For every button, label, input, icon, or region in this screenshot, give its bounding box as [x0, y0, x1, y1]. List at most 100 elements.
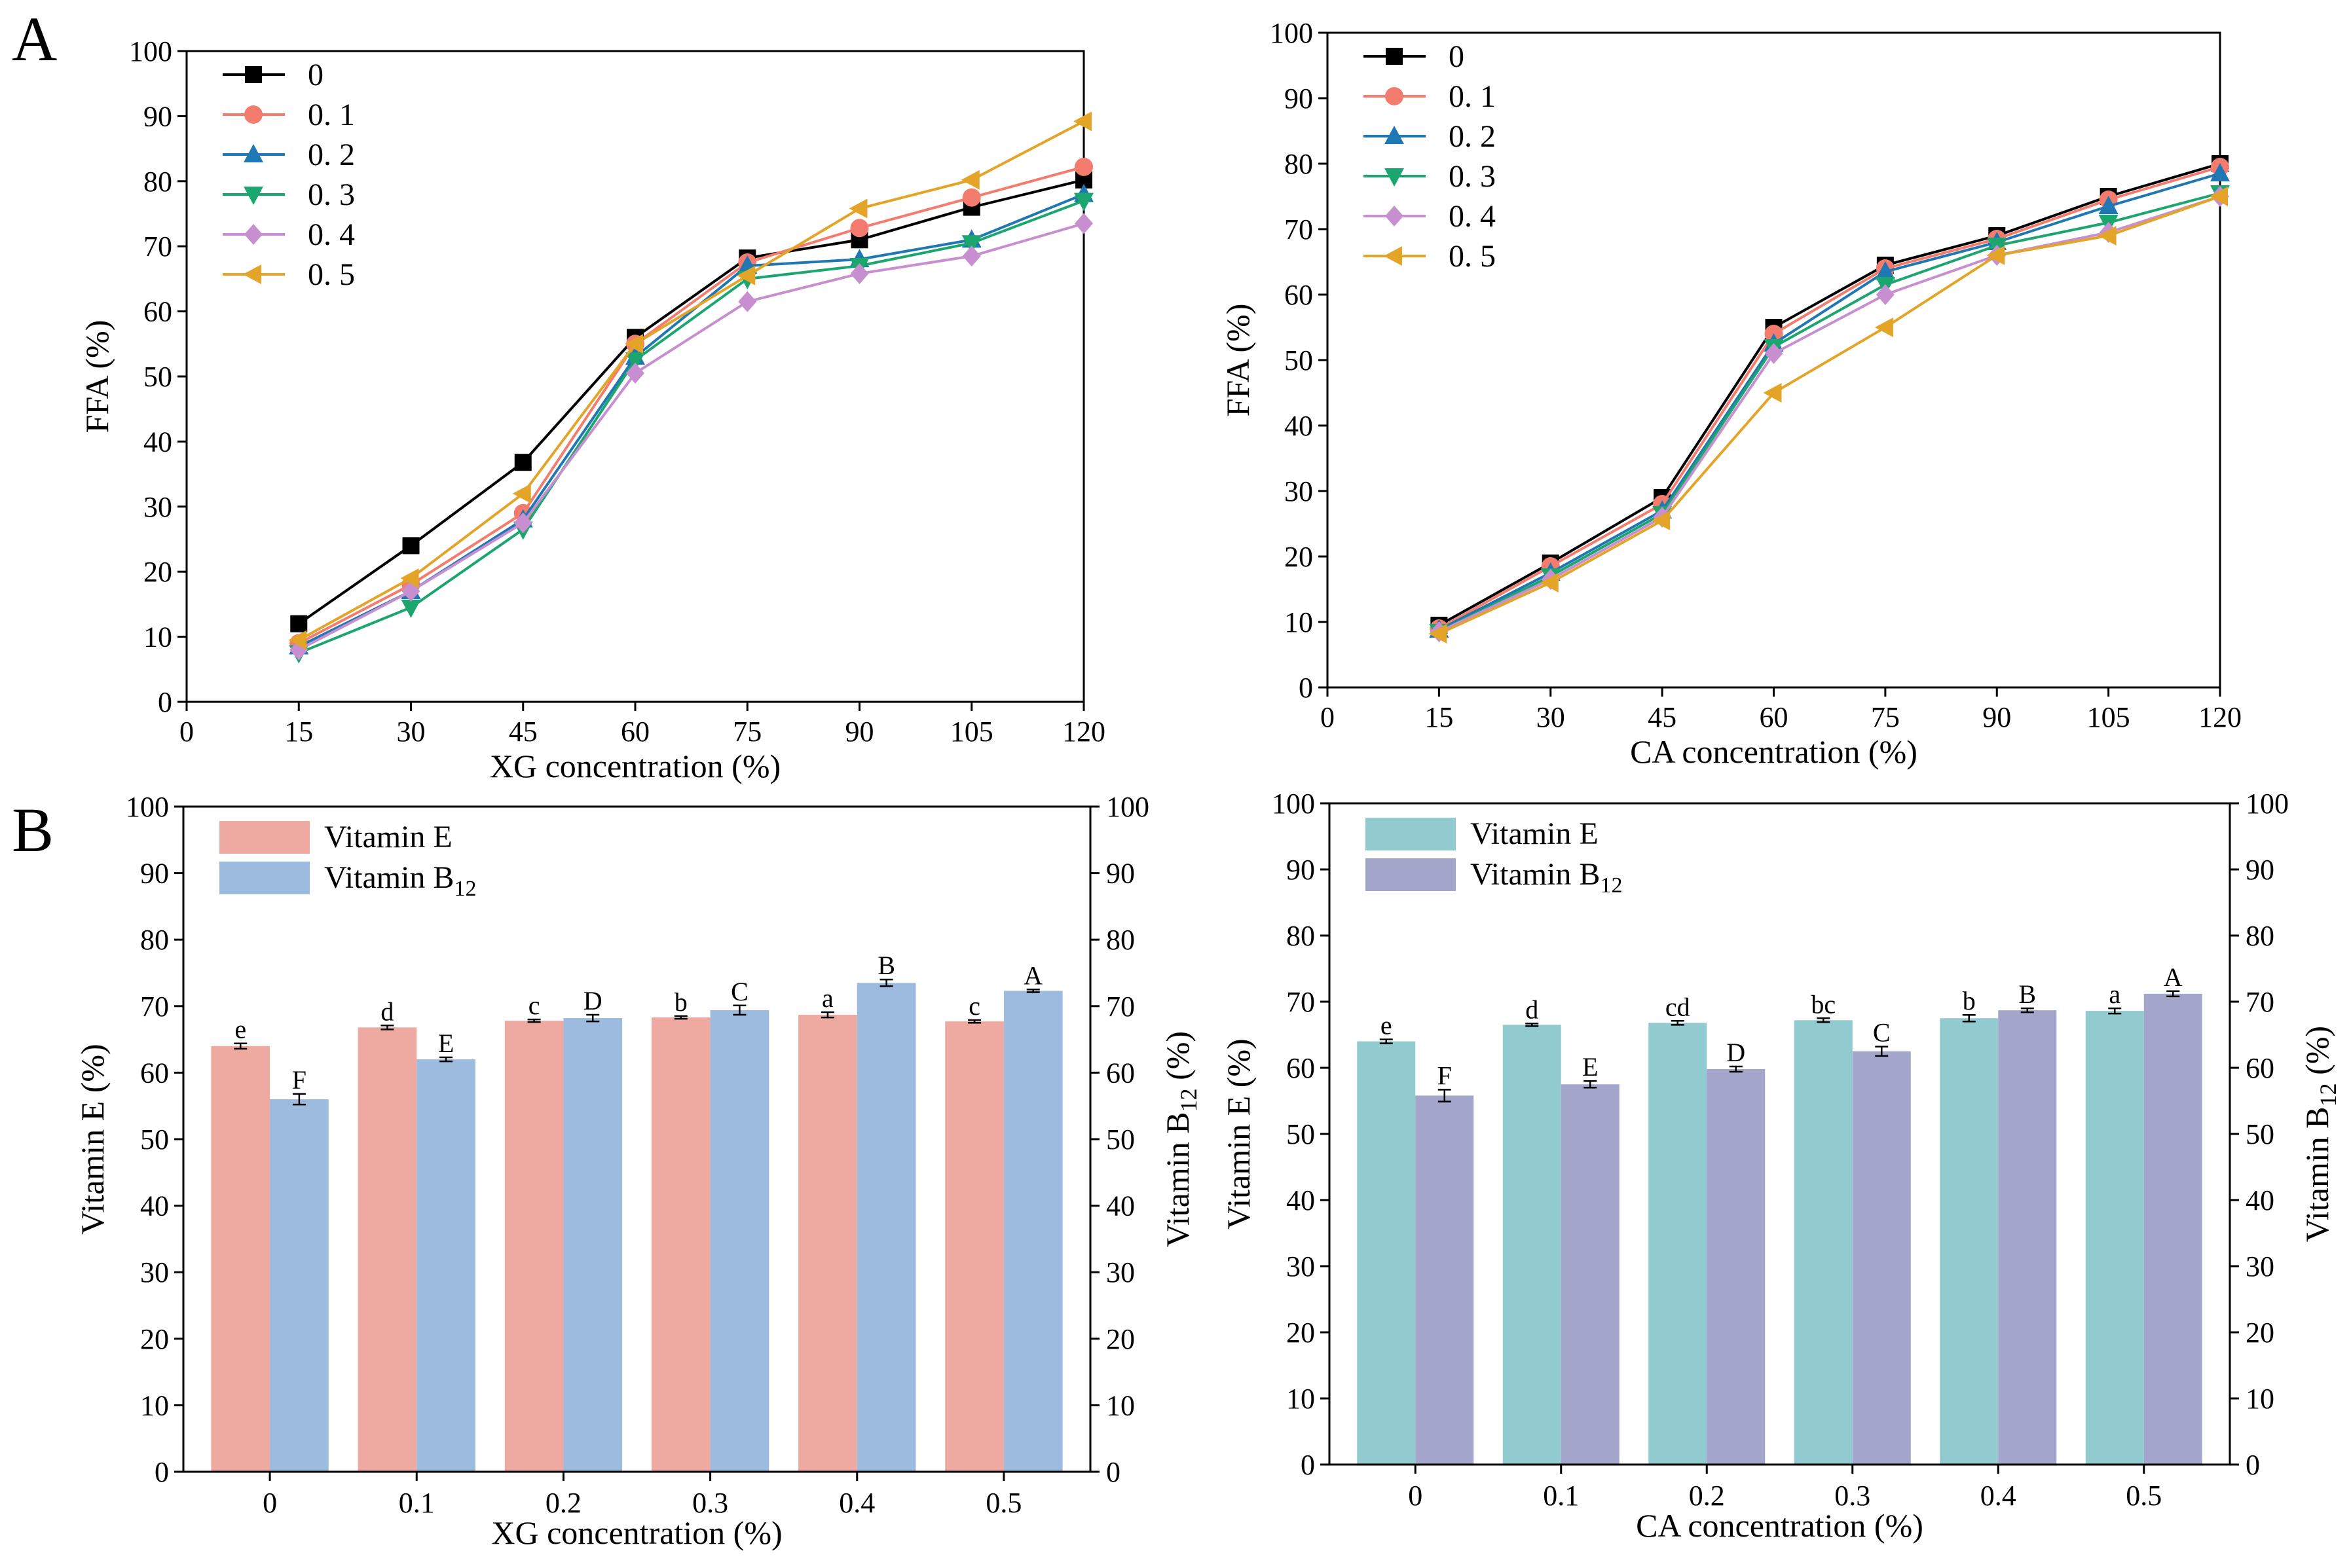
data-point: [1763, 383, 1782, 403]
series-line: [1438, 195, 2221, 633]
legend-label-base: Vitamin B: [324, 860, 454, 895]
data-point: [2098, 226, 2117, 246]
data-point: [402, 537, 420, 555]
data-point: [1986, 246, 2005, 265]
line-chart-ca-ffa: 0 10 20 30 40 50 60 70 80 90 100 0 15 30 45 60 75 90 105 12…: [1219, 17, 2242, 770]
y-tick-label-right: 50: [2246, 1118, 2274, 1150]
x-tick-label: 0.5: [2126, 1480, 2162, 1512]
y-tick-label: 30: [1284, 475, 1313, 507]
panel-label-a: A: [12, 4, 57, 74]
legend-label: 0. 5: [308, 257, 355, 292]
bar: [1561, 1084, 1620, 1465]
y-tick-label-right: 90: [2246, 854, 2274, 886]
bar: [1003, 991, 1063, 1472]
y-axis-title-right-tail: (%): [2299, 1026, 2335, 1083]
data-point: [1075, 157, 1093, 176]
data-point: [1652, 511, 1671, 530]
x-tick-label: 0: [1320, 701, 1335, 733]
y-tick-label-left: 10: [140, 1389, 169, 1421]
significance-letter: b: [1963, 986, 1976, 1015]
significance-letter: C: [1873, 1018, 1891, 1048]
y-tick-label: 30: [143, 491, 172, 523]
data-point: [1874, 318, 1893, 337]
legend-marker: [244, 187, 263, 205]
y-axis-title-right-sub: 12: [1176, 1088, 1202, 1112]
data-point: [1764, 343, 1783, 364]
bar: [1502, 1025, 1561, 1465]
series-line: [1438, 195, 2221, 635]
x-tick-label: 0.5: [986, 1487, 1022, 1519]
y-tick-label-right: 30: [2246, 1250, 2274, 1283]
y-axis-title-right-base: Vitamin B: [1159, 1112, 1196, 1247]
x-tick-label: 120: [1062, 716, 1105, 748]
y-tick-label-right: 100: [2246, 788, 2289, 820]
legend-marker: [1384, 126, 1404, 144]
x-tick-label: 120: [2198, 701, 2242, 733]
legend-marker: [244, 144, 263, 162]
data-point: [288, 630, 307, 650]
y-tick-label-right: 80: [2246, 920, 2274, 952]
x-tick-label: 0.2: [1689, 1480, 1725, 1512]
significance-letter: bc: [1811, 989, 1836, 1019]
y-tick-label-left: 0: [1301, 1449, 1315, 1481]
legend-swatch: [219, 862, 310, 894]
y-tick-label: 50: [143, 361, 172, 393]
series-line: [1438, 172, 2221, 631]
significance-letter: A: [2164, 962, 2183, 992]
x-tick-label: 0.1: [399, 1487, 435, 1519]
significance-letter: c: [969, 991, 980, 1021]
y-axis-title: FFA (%): [79, 320, 115, 433]
legend-label: 0. 1: [308, 98, 355, 132]
y-tick-label-right: 20: [2246, 1317, 2274, 1349]
bar: [857, 983, 916, 1472]
x-tick-label: 0.2: [546, 1487, 582, 1519]
data-point: [962, 188, 981, 207]
legend-label: 0. 2: [1449, 119, 1496, 154]
data-point: [1875, 261, 1895, 280]
y-tick-label-right: 0: [1106, 1456, 1120, 1488]
y-tick-label: 90: [1284, 82, 1313, 115]
x-tick-label: 0.3: [1834, 1480, 1870, 1512]
panel-label-b: B: [12, 795, 54, 865]
bar: [563, 1018, 623, 1472]
x-tick-label: 60: [1760, 701, 1788, 733]
significance-letter: B: [2018, 979, 2036, 1009]
legend-marker: [1384, 246, 1402, 266]
y-tick-label-right: 40: [1106, 1190, 1135, 1222]
legend-marker: [243, 264, 261, 284]
legend-label-sub: 12: [454, 877, 476, 901]
significance-letter: d: [1525, 994, 1538, 1024]
data-point: [1876, 284, 1895, 305]
significance-letter: C: [731, 977, 749, 1006]
y-tick-label: 60: [1284, 279, 1313, 311]
legend-swatch: [219, 821, 310, 854]
y-tick-label-left: 60: [140, 1057, 169, 1089]
y-axis-title-right-sub: 12: [2315, 1083, 2341, 1106]
data-point: [513, 512, 532, 534]
significance-letter: D: [1726, 1038, 1745, 1067]
y-tick-label-left: 30: [1286, 1250, 1315, 1283]
y-axis-title-left: Vitamin E (%): [74, 1044, 111, 1234]
x-tick-label: 15: [284, 716, 313, 748]
significance-letter: A: [1024, 960, 1043, 990]
bar: [358, 1027, 417, 1472]
y-tick-label: 100: [129, 35, 172, 67]
y-axis-title-right: Vitamin B12 (%): [1159, 1031, 1202, 1247]
legend-label: 0. 3: [308, 177, 355, 212]
x-tick-label: 0: [179, 716, 194, 748]
bar-chart-ca-vitamins: e F 0 d E 0.1 cd D 0.2 bc C 0.3 b B 0.4 a A 0.5 0 0 10 10 20 20…: [1220, 788, 2341, 1544]
y-tick-label-left: 90: [140, 858, 169, 890]
y-tick-label-left: 70: [140, 991, 169, 1023]
legend-label: 0. 4: [308, 217, 355, 252]
y-axis-title-right-tail: (%): [1159, 1031, 1196, 1088]
y-axis-title: FFA (%): [1219, 304, 1256, 417]
legend-label: Vitamin B12: [1470, 857, 1622, 898]
legend-marker: [244, 105, 263, 124]
bar: [270, 1099, 329, 1472]
bar: [504, 1021, 564, 1472]
bar: [1357, 1041, 1416, 1465]
significance-letter: F: [1437, 1061, 1452, 1090]
y-tick-label-right: 60: [2246, 1052, 2274, 1084]
legend-label-sub: 12: [1600, 873, 1622, 898]
y-tick-label-left: 50: [140, 1123, 169, 1156]
